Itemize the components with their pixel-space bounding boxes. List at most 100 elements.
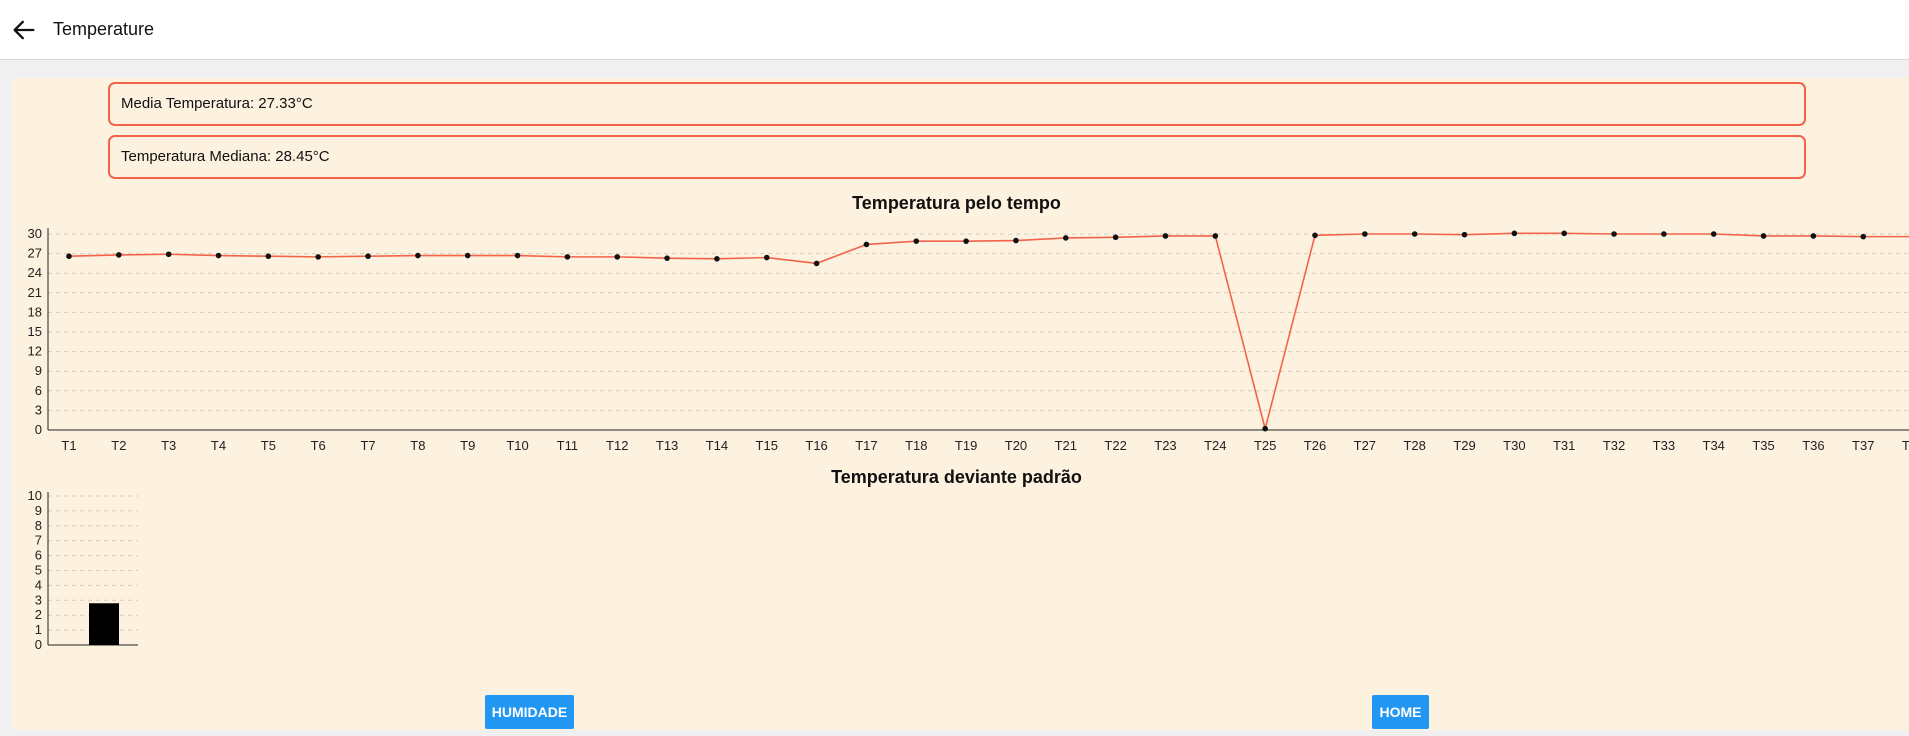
- data-point: [564, 254, 571, 260]
- data-point: [1561, 230, 1567, 237]
- std-deviation-bar: [89, 603, 119, 645]
- x-tick-label: T35: [1752, 438, 1774, 453]
- x-tick-label: T36: [1802, 438, 1824, 453]
- x-tick-label: T12: [606, 438, 628, 453]
- y-tick-label: 1: [35, 622, 42, 637]
- y-tick-label: 10: [28, 488, 42, 503]
- x-tick-label: T20: [1005, 438, 1027, 453]
- bar-chart-title: Temperatura deviante padrão: [831, 467, 1082, 487]
- y-tick-label: 15: [28, 324, 42, 339]
- data-point: [265, 253, 272, 260]
- line-chart-title: Temperatura pelo tempo: [852, 193, 1061, 213]
- data-point: [116, 252, 122, 258]
- y-tick-label: 21: [28, 285, 42, 300]
- x-tick-label: T37: [1852, 438, 1874, 453]
- y-tick-label: 7: [35, 533, 42, 548]
- x-tick-label: T17: [855, 438, 877, 453]
- humidity-button[interactable]: HUMIDADE: [485, 695, 574, 729]
- x-tick-label: T18: [905, 438, 927, 453]
- y-tick-label: 12: [28, 344, 42, 359]
- data-point: [714, 256, 720, 262]
- temperature-line-chart: 0 3 6 9 12 15 18 21 24 27 30 T1 T2 T3 T4 T5 T6 T7 T8 T9 T10 T…: [28, 226, 1909, 453]
- y-tick-label: 9: [35, 503, 42, 518]
- x-tick-label: T2: [111, 438, 126, 453]
- data-point: [1710, 231, 1717, 237]
- y-tick-label: 8: [35, 518, 42, 533]
- data-point: [1511, 230, 1518, 237]
- x-tick-label: T15: [756, 438, 778, 453]
- x-tick-label: T4: [211, 438, 226, 453]
- x-tick-label: T34: [1703, 438, 1725, 453]
- data-point: [1461, 231, 1468, 238]
- x-tick-label: T14: [706, 438, 728, 453]
- y-tick-label: 3: [35, 402, 42, 417]
- data-point: [1063, 235, 1069, 241]
- data-point: [763, 254, 770, 261]
- y-tick-label: 0: [35, 422, 42, 437]
- data-point: [514, 252, 521, 259]
- data-point: [1860, 233, 1867, 240]
- temperature-series-line: [68, 232, 1909, 429]
- x-tick-label: T24: [1204, 438, 1226, 453]
- x-tick-label: T8: [410, 438, 425, 453]
- data-point: [1112, 234, 1119, 241]
- data-point: [614, 254, 621, 260]
- y-tick-label: 0: [35, 637, 42, 652]
- stats-panel: Media Temperatura: 27.33°C Temperatura M…: [12, 78, 1909, 730]
- y-tick-label: 2: [35, 607, 42, 622]
- data-point: [813, 260, 820, 267]
- data-point: [464, 252, 471, 259]
- data-point: [66, 253, 72, 260]
- data-point: [1362, 231, 1368, 237]
- data-point: [1312, 232, 1318, 239]
- data-point: [1013, 237, 1019, 244]
- page-title: Temperature: [53, 19, 155, 39]
- y-tick-label: 6: [35, 383, 42, 398]
- x-tick-label: T29: [1453, 438, 1475, 453]
- x-tick-label: T28: [1403, 438, 1425, 453]
- app-header: Temperature: [0, 0, 1909, 60]
- data-point: [315, 254, 322, 260]
- data-point: [215, 252, 222, 259]
- x-tick-label: T9: [460, 438, 475, 453]
- x-tick-label: T11: [557, 438, 578, 453]
- x-tick-label: T23: [1154, 438, 1176, 453]
- x-tick-label: T31: [1553, 438, 1575, 453]
- x-tick-label: T38: [1902, 438, 1909, 453]
- y-tick-label: 27: [28, 246, 42, 261]
- x-tick-label: T33: [1653, 438, 1675, 453]
- data-point: [664, 255, 670, 261]
- data-point: [1611, 231, 1617, 237]
- data-point: [165, 251, 172, 258]
- median-temperature-box: Temperatura Mediana: 28.45°C: [108, 135, 1806, 179]
- home-button[interactable]: HOME: [1372, 695, 1429, 729]
- data-point: [1661, 231, 1667, 237]
- x-tick-label: T27: [1354, 438, 1376, 453]
- x-tick-label: T6: [311, 438, 326, 453]
- x-tick-label: T13: [656, 438, 678, 453]
- y-tick-label: 5: [35, 563, 42, 578]
- y-tick-label: 4: [35, 577, 42, 592]
- data-point: [365, 253, 371, 260]
- x-tick-label: T30: [1503, 438, 1525, 453]
- x-tick-label: T10: [506, 438, 528, 453]
- x-tick-label: T26: [1304, 438, 1326, 453]
- data-point: [1212, 233, 1219, 239]
- y-tick-label: 30: [28, 226, 42, 241]
- arrow-left-icon: [13, 20, 35, 40]
- data-point: [913, 238, 920, 244]
- data-point: [1162, 233, 1169, 239]
- data-point: [1760, 233, 1767, 239]
- back-button[interactable]: [10, 16, 38, 44]
- y-tick-label: 18: [28, 304, 42, 319]
- x-tick-label: T32: [1603, 438, 1625, 453]
- data-point: [1810, 233, 1817, 239]
- data-point: [415, 252, 421, 259]
- data-point: [1411, 231, 1418, 237]
- y-tick-label: 6: [35, 548, 42, 563]
- data-point: [863, 241, 870, 248]
- x-tick-label: T7: [360, 438, 375, 453]
- x-tick-label: T3: [161, 438, 176, 453]
- data-point: [963, 238, 969, 244]
